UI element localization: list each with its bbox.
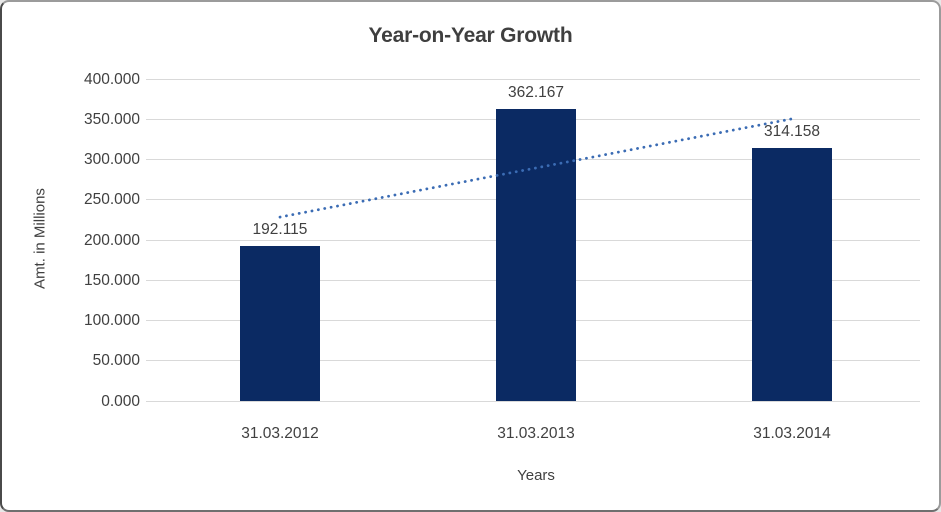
plot-area: 192.115 362.167 314.158 [146, 78, 920, 402]
bar-value-label: 314.158 [763, 123, 821, 141]
bar-31.03.2014 [752, 148, 832, 401]
gridline [146, 400, 920, 402]
y-axis-tick-label: 300.000 [83, 151, 140, 168]
bar-31.03.2013 [496, 109, 576, 401]
x-axis-tick-label: 31.03.2012 [241, 425, 319, 442]
chart-title: Year-on-Year Growth [368, 24, 573, 47]
y-axis-tick-label: 150.000 [83, 271, 140, 289]
y-axis-tick-label: 200.000 [83, 231, 140, 249]
bar-31.03.2012 [240, 246, 320, 401]
x-axis-tick-label: 31.03.2014 [753, 425, 831, 442]
gridline [146, 78, 920, 80]
y-axis-tick-label: 400.000 [83, 70, 140, 88]
x-axis-title: Years [517, 467, 555, 484]
bar-value-label: 192.115 [252, 221, 308, 239]
y-axis-tick-label: 250.000 [83, 191, 140, 209]
y-axis-tick-label: 0.000 [101, 392, 140, 410]
x-axis-tick-label: 31.03.2013 [497, 425, 575, 442]
y-axis-tick-label: 50.000 [92, 352, 140, 370]
bar-value-label: 362.167 [507, 84, 565, 102]
y-axis-tick-label: 350.000 [83, 110, 140, 128]
y-axis-tick-label: 100.000 [83, 312, 140, 329]
